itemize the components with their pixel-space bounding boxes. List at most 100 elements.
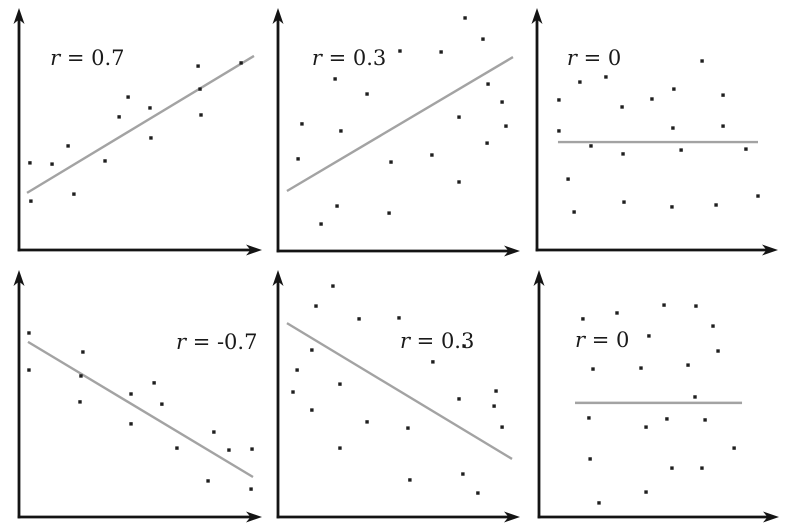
data-point	[160, 402, 164, 406]
scatter-panel-top-left: r = 0.7	[13, 8, 262, 256]
data-point	[310, 348, 314, 352]
data-point	[476, 491, 480, 495]
data-point	[714, 203, 718, 207]
data-point	[398, 49, 402, 53]
data-point	[310, 408, 314, 412]
data-point	[588, 457, 592, 461]
data-point	[670, 466, 674, 470]
data-point	[27, 331, 31, 335]
data-point	[296, 157, 300, 161]
data-point	[295, 368, 299, 372]
data-point	[566, 177, 570, 181]
data-point	[732, 446, 736, 450]
data-point	[650, 97, 654, 101]
data-point	[387, 211, 391, 215]
data-point	[212, 430, 216, 434]
data-point	[620, 105, 624, 109]
data-point	[492, 404, 496, 408]
data-point	[338, 446, 342, 450]
r-label: r = -0.7	[176, 330, 258, 354]
data-point	[250, 447, 254, 451]
data-point	[578, 80, 582, 84]
data-point	[408, 478, 412, 482]
data-point	[406, 426, 410, 430]
x-axis-arrowhead-icon	[762, 244, 778, 256]
data-point	[693, 395, 697, 399]
data-point	[644, 490, 648, 494]
data-point	[500, 100, 504, 104]
data-point	[485, 141, 489, 145]
trend-line	[26, 54, 255, 194]
data-point	[29, 199, 33, 203]
data-point	[175, 446, 179, 450]
data-point	[319, 222, 323, 226]
x-axis-arrowhead-icon	[504, 245, 520, 257]
x-axis-arrowhead-icon	[504, 511, 520, 523]
data-point	[461, 472, 465, 476]
data-point	[644, 425, 648, 429]
data-point	[72, 192, 76, 196]
x-axis-arrowhead-icon	[246, 511, 262, 523]
data-point	[335, 204, 339, 208]
data-point	[457, 397, 461, 401]
data-point	[300, 122, 304, 126]
data-point	[604, 75, 608, 79]
data-point	[66, 144, 70, 148]
data-point	[462, 344, 466, 348]
data-point	[589, 144, 593, 148]
data-point	[622, 200, 626, 204]
data-point	[50, 162, 54, 166]
data-point	[686, 363, 690, 367]
data-point	[711, 324, 715, 328]
data-point	[672, 87, 676, 91]
data-point	[291, 390, 295, 394]
data-point	[338, 382, 342, 386]
data-point	[129, 392, 133, 396]
data-point	[500, 425, 504, 429]
x-axis-arrowhead-icon	[246, 244, 262, 256]
data-point	[665, 417, 669, 421]
data-point	[744, 147, 748, 151]
data-point	[152, 381, 156, 385]
data-point	[357, 317, 361, 321]
data-point	[756, 194, 760, 198]
data-point	[365, 92, 369, 96]
data-point	[703, 418, 707, 422]
scatter-panel-bottom-left: r = -0.7	[13, 270, 262, 523]
r-label: r = 0.3	[400, 329, 474, 353]
data-point	[504, 124, 508, 128]
x-axis-arrowhead-icon	[763, 511, 779, 523]
scatter-panel-bottom-right: r = 0	[533, 270, 779, 523]
data-point	[591, 367, 595, 371]
data-point	[227, 448, 231, 452]
data-point	[557, 98, 561, 102]
data-point	[117, 115, 121, 119]
data-point	[494, 389, 498, 393]
scatter-panel-top-middle: r = 0.3	[272, 8, 520, 257]
data-point	[389, 160, 393, 164]
data-point	[597, 501, 601, 505]
data-point	[103, 159, 107, 163]
data-point	[700, 466, 704, 470]
data-point	[339, 129, 343, 133]
data-point	[557, 129, 561, 133]
data-point	[457, 180, 461, 184]
data-point	[700, 59, 704, 63]
data-point	[249, 487, 253, 491]
trend-line	[286, 322, 513, 460]
data-point	[647, 334, 651, 338]
data-point	[397, 316, 401, 320]
trend-line	[286, 56, 514, 193]
data-point	[486, 82, 490, 86]
data-point	[365, 420, 369, 424]
data-point	[129, 422, 133, 426]
y-axis-arrowhead-icon	[272, 8, 284, 24]
y-axis-arrowhead-icon	[531, 8, 543, 24]
data-point	[662, 303, 666, 307]
scatter-panel-bottom-middle: r = 0.3	[272, 270, 520, 523]
y-axis-arrowhead-icon	[13, 270, 25, 286]
trend-line	[27, 340, 254, 479]
data-point	[481, 37, 485, 41]
